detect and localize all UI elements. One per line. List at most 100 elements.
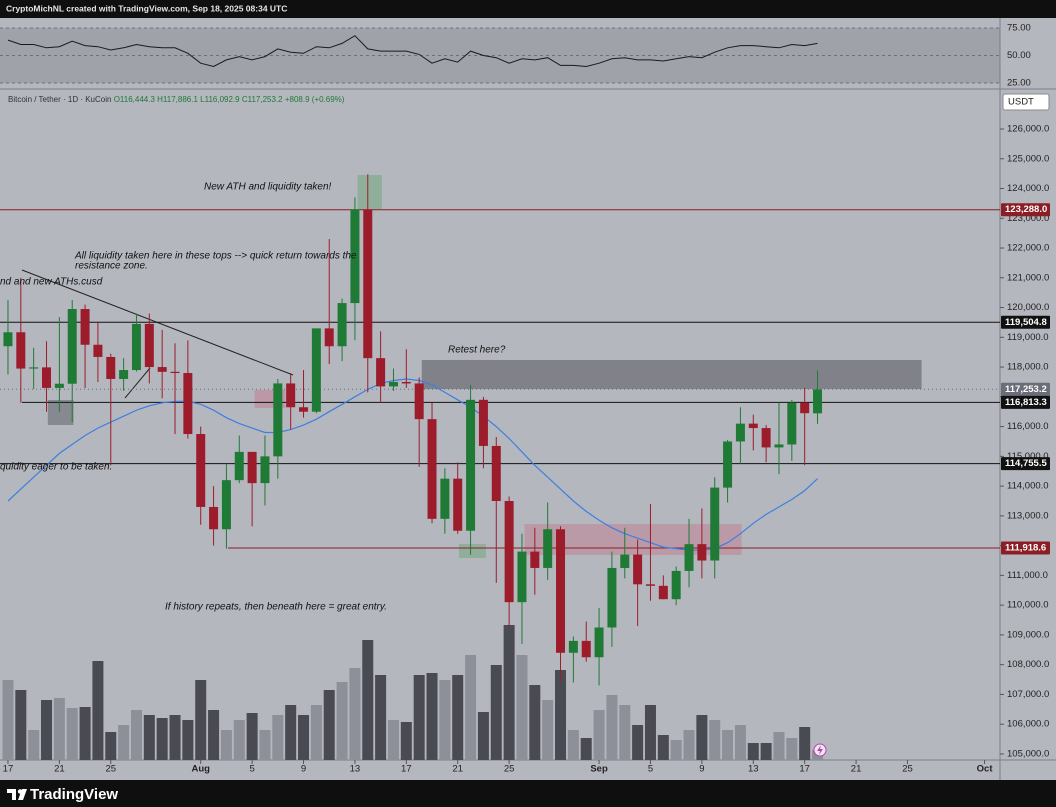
volume-bar bbox=[195, 680, 207, 760]
footer-brand: TradingView bbox=[30, 786, 118, 803]
volume-bar bbox=[349, 668, 361, 760]
candle-body bbox=[761, 428, 771, 448]
y-tick-label: 120,000.0 bbox=[1007, 302, 1049, 313]
ohlc: O116,444.3 bbox=[114, 95, 156, 104]
candle-body bbox=[594, 627, 604, 658]
candle-body bbox=[42, 367, 52, 388]
volume-bar bbox=[79, 707, 91, 760]
candle-body bbox=[234, 451, 244, 481]
volume-bar bbox=[375, 675, 387, 760]
volume-bar bbox=[413, 675, 425, 760]
y-tick-label: 111,000.0 bbox=[1007, 570, 1048, 581]
footer-logo bbox=[7, 789, 27, 800]
plot: New ATH and liquidity taken! All liquidit… bbox=[0, 174, 1000, 760]
volume-bar bbox=[169, 715, 181, 760]
candle-body bbox=[401, 381, 411, 384]
y-tick-label: 106,000.0 bbox=[1007, 719, 1049, 730]
volume-bar bbox=[799, 727, 811, 760]
volume-bar bbox=[709, 720, 721, 760]
y-tick-label: 113,000.0 bbox=[1007, 510, 1049, 521]
candle-body bbox=[67, 309, 77, 384]
candle-body bbox=[93, 344, 103, 357]
price-label: 123,288.0 bbox=[1005, 204, 1047, 215]
candle-body bbox=[119, 370, 129, 379]
volume-bar bbox=[516, 655, 528, 760]
y-tick-label: 122,000.0 bbox=[1007, 243, 1049, 254]
candle-body bbox=[466, 399, 476, 531]
volume-bar bbox=[41, 700, 53, 760]
volume-bar bbox=[285, 705, 297, 760]
volume-bar bbox=[773, 732, 785, 760]
y-tick-label: 109,000.0 bbox=[1007, 629, 1049, 640]
price-label: 116,813.3 bbox=[1005, 397, 1047, 408]
y-tick-label: 107,000.0 bbox=[1007, 689, 1049, 700]
candle-body bbox=[633, 554, 643, 585]
volume-bar bbox=[722, 730, 734, 760]
annotation: All liquidity taken here in these tops -… bbox=[74, 251, 357, 262]
candle-body bbox=[131, 323, 141, 371]
volume-bar bbox=[696, 715, 708, 760]
candle-body bbox=[29, 367, 39, 369]
symbol: Bitcoin / Tether · 1D · KuCoin bbox=[8, 95, 111, 104]
x-axis-background bbox=[0, 760, 1056, 780]
y-tick-label: 114,000.0 bbox=[1007, 481, 1049, 492]
x-tick-label: 5 bbox=[648, 764, 653, 775]
y-tick-label: 116,000.0 bbox=[1007, 421, 1049, 432]
x-tick-label: Aug bbox=[191, 764, 210, 775]
rsi-tick-label: 50.00 bbox=[1007, 50, 1031, 61]
volume-bar bbox=[555, 670, 567, 760]
candle-body bbox=[376, 358, 386, 387]
volume-bar bbox=[92, 661, 104, 760]
volume-bar bbox=[683, 730, 695, 760]
candle-body bbox=[209, 506, 219, 530]
price-label: 119,504.8 bbox=[1005, 317, 1047, 328]
candle-body bbox=[260, 456, 270, 484]
candle-body bbox=[80, 309, 90, 345]
candle-body bbox=[723, 441, 733, 488]
x-tick-label: 25 bbox=[105, 764, 116, 775]
candle-body bbox=[144, 323, 154, 368]
volume-bar bbox=[593, 710, 605, 760]
volume-bar bbox=[567, 730, 579, 760]
currency-box[interactable] bbox=[1002, 93, 1050, 111]
symbol-line: Bitcoin / Tether · 1D · KuCoin O116,444.… bbox=[8, 95, 345, 104]
change: +808.9 (+0.69%) bbox=[285, 95, 345, 104]
candle-body bbox=[645, 584, 655, 586]
rsi-tick-label: 75.00 bbox=[1007, 23, 1031, 34]
candle-body bbox=[157, 367, 167, 372]
candle-body bbox=[286, 383, 296, 408]
volume-bar bbox=[503, 625, 515, 760]
candle-body bbox=[221, 480, 231, 530]
x-tick-label: 5 bbox=[249, 764, 254, 775]
candle-body bbox=[568, 640, 578, 653]
volume-bar bbox=[657, 735, 669, 760]
volume-bar bbox=[28, 730, 40, 760]
y-tick-label: 126,000.0 bbox=[1007, 124, 1049, 135]
x-tick-label: 9 bbox=[699, 764, 704, 775]
currency[interactable]: USDT bbox=[1008, 97, 1034, 108]
x-tick-label: 17 bbox=[799, 764, 810, 775]
candle-body bbox=[54, 383, 64, 388]
volume-bar bbox=[310, 705, 322, 760]
candle-body bbox=[183, 373, 193, 435]
moving-average bbox=[7, 378, 818, 551]
x-tick-label: 21 bbox=[851, 764, 862, 775]
volume-bar bbox=[246, 713, 258, 760]
volume-bar bbox=[220, 730, 232, 760]
x-tick-label: 25 bbox=[504, 764, 515, 775]
event-icon[interactable] bbox=[817, 745, 823, 755]
footer bbox=[0, 780, 1056, 807]
candle-body bbox=[684, 544, 694, 571]
candle-body bbox=[414, 383, 424, 420]
candle-body bbox=[388, 381, 398, 387]
volume-bar bbox=[760, 743, 772, 760]
volume-bar bbox=[632, 725, 644, 760]
candle-body bbox=[774, 444, 784, 448]
candle-body bbox=[697, 544, 707, 561]
volume-bar bbox=[15, 690, 27, 760]
candle-body bbox=[453, 478, 463, 531]
candle-body bbox=[299, 407, 309, 412]
volume-bar bbox=[465, 655, 477, 760]
volume-bar bbox=[786, 738, 798, 760]
candle-body bbox=[106, 356, 116, 379]
